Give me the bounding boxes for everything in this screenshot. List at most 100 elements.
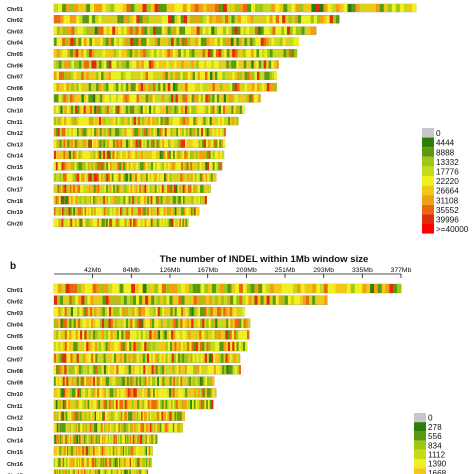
density-window	[74, 365, 77, 375]
density-window	[211, 295, 216, 305]
density-window	[166, 218, 168, 227]
density-window	[98, 15, 102, 24]
density-window	[140, 330, 144, 340]
density-window	[82, 162, 85, 171]
density-window	[93, 446, 95, 456]
density-window	[218, 60, 222, 69]
density-window	[76, 423, 79, 433]
density-window	[137, 218, 140, 227]
density-window	[171, 423, 173, 433]
density-window	[139, 207, 142, 216]
density-window	[138, 71, 141, 80]
density-window	[92, 446, 94, 456]
density-window	[78, 423, 80, 433]
density-window	[74, 423, 76, 433]
density-window	[246, 94, 250, 103]
density-window	[84, 207, 87, 216]
density-window	[104, 388, 107, 398]
density-window	[146, 184, 149, 193]
density-window	[271, 4, 276, 12]
density-window	[82, 388, 85, 398]
density-window	[260, 26, 264, 35]
density-window	[183, 128, 186, 137]
chromosome-label: Chr14	[7, 154, 24, 160]
density-window	[207, 400, 210, 409]
density-window	[98, 4, 103, 12]
density-window	[110, 400, 113, 409]
density-window	[170, 184, 173, 193]
legend-swatch	[422, 156, 434, 167]
density-window	[375, 4, 380, 12]
density-window	[126, 446, 128, 456]
density-window	[229, 330, 232, 340]
density-window	[164, 162, 167, 171]
density-window	[202, 400, 205, 409]
density-window	[215, 139, 218, 148]
density-window	[118, 469, 120, 474]
density-window	[83, 71, 87, 80]
density-window	[115, 353, 119, 363]
density-window	[212, 284, 217, 293]
density-window	[130, 162, 133, 171]
density-window	[151, 105, 154, 114]
density-window	[282, 15, 286, 24]
density-window	[131, 60, 135, 69]
density-window	[94, 307, 97, 317]
density-window	[244, 71, 248, 80]
density-window	[137, 139, 140, 148]
density-window	[171, 376, 174, 386]
density-window	[104, 150, 108, 159]
density-window	[93, 173, 96, 182]
density-window	[191, 307, 194, 317]
density-window	[141, 128, 144, 137]
density-window	[158, 139, 161, 148]
density-window	[253, 15, 257, 24]
density-window	[211, 365, 215, 375]
density-window	[145, 411, 148, 421]
density-window	[131, 400, 134, 409]
density-window	[107, 434, 110, 444]
density-window	[166, 307, 169, 317]
density-window	[138, 469, 140, 474]
density-window	[200, 139, 203, 148]
density-window	[113, 94, 117, 103]
density-window	[141, 411, 143, 421]
density-window	[147, 400, 150, 409]
density-window	[101, 411, 104, 421]
density-window	[78, 60, 82, 69]
density-window	[228, 37, 231, 46]
density-window	[79, 15, 83, 24]
density-window	[145, 469, 147, 474]
density-window	[399, 4, 405, 12]
density-window	[54, 446, 56, 456]
density-window	[90, 94, 94, 103]
density-window	[108, 400, 111, 409]
density-window	[183, 139, 186, 148]
density-window	[124, 128, 127, 137]
density-window	[76, 196, 78, 205]
density-window	[237, 15, 242, 24]
density-window	[219, 318, 222, 328]
density-window	[171, 207, 174, 216]
density-window	[339, 284, 344, 293]
density-window	[236, 342, 239, 351]
density-window	[91, 318, 94, 328]
density-window	[57, 400, 60, 409]
density-window	[168, 207, 171, 216]
density-window	[210, 173, 213, 182]
density-window	[56, 342, 59, 351]
density-window	[110, 458, 112, 467]
density-window	[167, 400, 170, 409]
density-window	[85, 469, 87, 474]
density-window	[303, 4, 308, 12]
density-window	[205, 173, 208, 182]
density-window	[83, 218, 86, 227]
density-window	[211, 37, 215, 46]
density-window	[320, 15, 324, 24]
density-window	[183, 307, 186, 317]
legend-swatch	[422, 214, 434, 224]
density-window	[160, 318, 164, 328]
density-window	[134, 218, 137, 227]
density-window	[139, 469, 141, 474]
density-window	[114, 184, 117, 193]
